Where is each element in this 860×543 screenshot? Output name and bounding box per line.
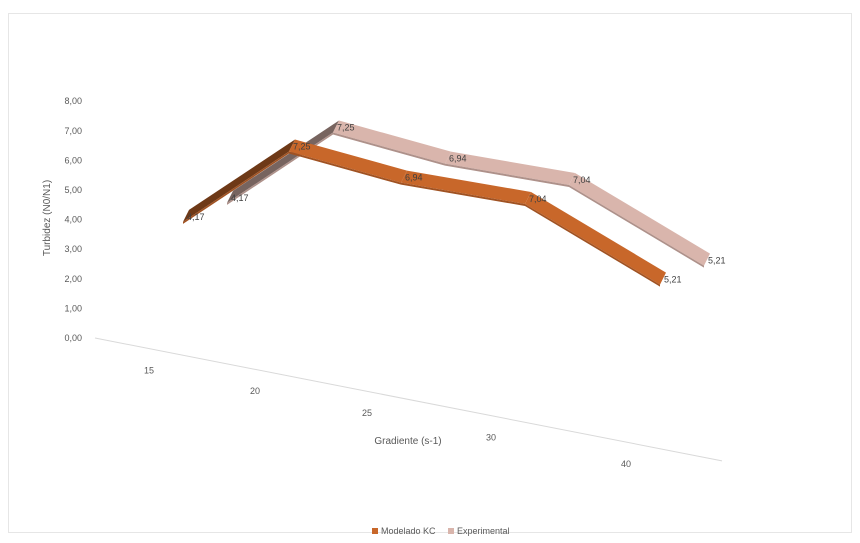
ribbon-edge bbox=[289, 151, 401, 185]
series-ribbons bbox=[183, 120, 710, 287]
data-label: 4,17 bbox=[187, 212, 205, 222]
data-label: 5,21 bbox=[664, 275, 682, 285]
y-tick-label: 7,00 bbox=[64, 126, 82, 136]
x-tick-label: 20 bbox=[250, 386, 260, 396]
ribbon-edge bbox=[525, 203, 660, 287]
data-label: 5,21 bbox=[708, 256, 726, 266]
ribbon-edge bbox=[333, 132, 445, 166]
ribbon-segment bbox=[183, 139, 295, 222]
data-label: 7,04 bbox=[573, 175, 591, 185]
legend-label-modelado: Modelado KC bbox=[381, 526, 436, 536]
ribbon-segment bbox=[289, 139, 407, 183]
series-ribbon-modelado bbox=[183, 139, 666, 287]
ribbon-edge bbox=[445, 163, 569, 187]
ribbon-segment bbox=[227, 120, 339, 203]
legend: Modelado KC Experimental bbox=[372, 526, 510, 536]
y-tick-label: 3,00 bbox=[64, 244, 82, 254]
data-label: 7,25 bbox=[337, 123, 355, 133]
y-tick-label: 2,00 bbox=[64, 274, 82, 284]
y-tick-label: 1,00 bbox=[64, 303, 82, 313]
ribbon-edge bbox=[569, 184, 704, 268]
x-tick-label: 25 bbox=[362, 408, 372, 418]
x-axis-title: Gradiente (s-1) bbox=[374, 436, 441, 447]
chart-floor bbox=[94, 337, 723, 462]
x-axis: 15 20 25 30 40 bbox=[144, 365, 631, 468]
x-tick-label: 40 bbox=[621, 459, 631, 469]
x-tick-label: 15 bbox=[144, 365, 154, 375]
ribbon-segment bbox=[445, 151, 575, 185]
y-tick-label: 5,00 bbox=[64, 185, 82, 195]
data-labels: 4,17 7,25 6,94 7,04 5,21 4,17 7,25 6,94 7,04 5,21 bbox=[187, 123, 726, 285]
legend-swatch-modelado bbox=[372, 528, 378, 534]
ribbon-edge bbox=[183, 151, 289, 224]
y-tick-label: 4,00 bbox=[64, 215, 82, 225]
x-tick-label: 30 bbox=[486, 432, 496, 442]
data-label: 7,25 bbox=[293, 142, 311, 152]
legend-swatch-experimental bbox=[448, 528, 454, 534]
y-tick-label: 8,00 bbox=[64, 96, 82, 106]
data-label: 6,94 bbox=[449, 154, 467, 164]
y-axis: 0,00 1,00 2,00 3,00 4,00 5,00 6,00 7,00 8,00 bbox=[64, 96, 82, 343]
data-label: 7,04 bbox=[529, 194, 547, 204]
floor-edge bbox=[94, 337, 723, 462]
ribbon-edge bbox=[401, 182, 525, 206]
chart-frame bbox=[8, 13, 852, 533]
y-tick-label: 6,00 bbox=[64, 155, 82, 165]
ribbon-segment bbox=[569, 172, 710, 266]
data-label: 4,17 bbox=[231, 193, 249, 203]
data-label: 6,94 bbox=[405, 173, 423, 183]
y-axis-title: Turbidez (N0/N1) bbox=[42, 180, 53, 256]
series-ribbon-experimental bbox=[227, 120, 710, 268]
ribbon-segment bbox=[401, 170, 531, 204]
legend-label-experimental: Experimental bbox=[457, 526, 510, 536]
y-tick-label: 0,00 bbox=[64, 333, 82, 343]
ribbon-segment bbox=[525, 191, 666, 285]
ribbon-segment bbox=[333, 120, 451, 164]
